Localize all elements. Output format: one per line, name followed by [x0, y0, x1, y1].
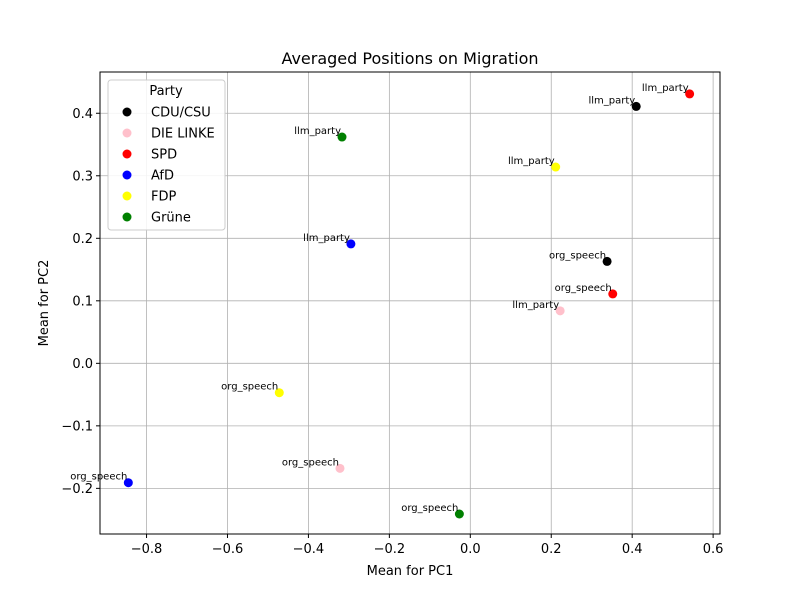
point-label: org_speech	[70, 472, 127, 483]
legend-marker	[122, 128, 132, 138]
data-point	[685, 89, 695, 99]
legend-marker	[122, 212, 132, 222]
legend-marker	[122, 170, 132, 180]
legend-marker	[122, 107, 132, 117]
y-tick-label: 0.0	[72, 357, 93, 372]
legend-entries: CDU/CSU DIE LINKE SPD AfD FDP Grüne	[122, 106, 215, 226]
x-tick-label: −0.4	[293, 542, 325, 557]
x-tick-label: 0.2	[541, 542, 562, 557]
y-axis-label: Mean for PC2	[37, 260, 52, 347]
x-tick-label: 0.4	[622, 542, 643, 557]
x-tick-label: −0.8	[131, 542, 163, 557]
y-tick-label: 0.2	[72, 232, 93, 247]
point-label: org_speech	[282, 457, 339, 468]
x-tick-label: 0.0	[460, 542, 481, 557]
y-tick-label: 0.1	[72, 294, 93, 309]
legend-marker	[122, 149, 132, 159]
legend-marker	[122, 191, 132, 201]
data-point	[551, 162, 561, 172]
x-tick-label: −0.2	[374, 542, 406, 557]
data-points	[123, 89, 695, 519]
y-tick-label: 0.3	[72, 169, 93, 184]
legend-entry-label: Grüne	[151, 211, 191, 226]
data-point	[602, 256, 612, 266]
point-label: org_speech	[401, 503, 458, 514]
data-point	[608, 289, 618, 299]
legend-entry-label: AfD	[151, 169, 174, 184]
legend: Party CDU/CSU DIE LINKE SPD AfD FDP Grüne	[107, 79, 226, 231]
x-tick-label: 0.6	[703, 542, 724, 557]
legend-entry-label: DIE LINKE	[151, 127, 215, 142]
x-ticks: −0.8 −0.6 −0.4 −0.2 0.0 0.2 0.4 0.6	[131, 534, 724, 557]
legend-box	[107, 79, 226, 231]
point-label: org_speech	[555, 283, 612, 294]
point-label: llm_party	[508, 156, 555, 167]
data-point	[335, 463, 345, 473]
y-ticks: −0.2 −0.1 0.0 0.1 0.2 0.3 0.4	[61, 107, 100, 497]
point-label: org_speech	[221, 382, 278, 393]
point-label: llm_party	[588, 95, 635, 106]
data-point	[274, 388, 284, 398]
data-point	[123, 478, 133, 488]
y-tick-label: −0.2	[61, 482, 93, 497]
y-tick-label: −0.1	[61, 419, 93, 434]
chart-title: Averaged Positions on Migration	[281, 49, 538, 68]
x-tick-label: −0.6	[212, 542, 244, 557]
x-axis-label: Mean for PC1	[367, 564, 454, 579]
point-label: llm_party	[294, 126, 341, 137]
point-label: llm_party	[303, 233, 350, 244]
data-point	[337, 132, 347, 142]
data-point	[346, 239, 356, 249]
grid	[100, 72, 720, 534]
data-point	[631, 101, 641, 111]
point-label: org_speech	[549, 250, 606, 261]
legend-entry-label: FDP	[151, 190, 176, 205]
point-label: llm_party	[642, 83, 689, 94]
legend-entry-label: CDU/CSU	[151, 106, 211, 121]
point-labels: llm_partyorg_speechllm_partyorg_speechll…	[70, 83, 688, 514]
legend-entry-label: SPD	[151, 148, 177, 163]
legend-title: Party	[149, 84, 183, 99]
plot-frame	[99, 71, 721, 535]
data-point	[454, 509, 464, 519]
y-tick-label: 0.4	[72, 107, 93, 122]
point-label: llm_party	[512, 300, 559, 311]
data-point	[555, 306, 565, 316]
